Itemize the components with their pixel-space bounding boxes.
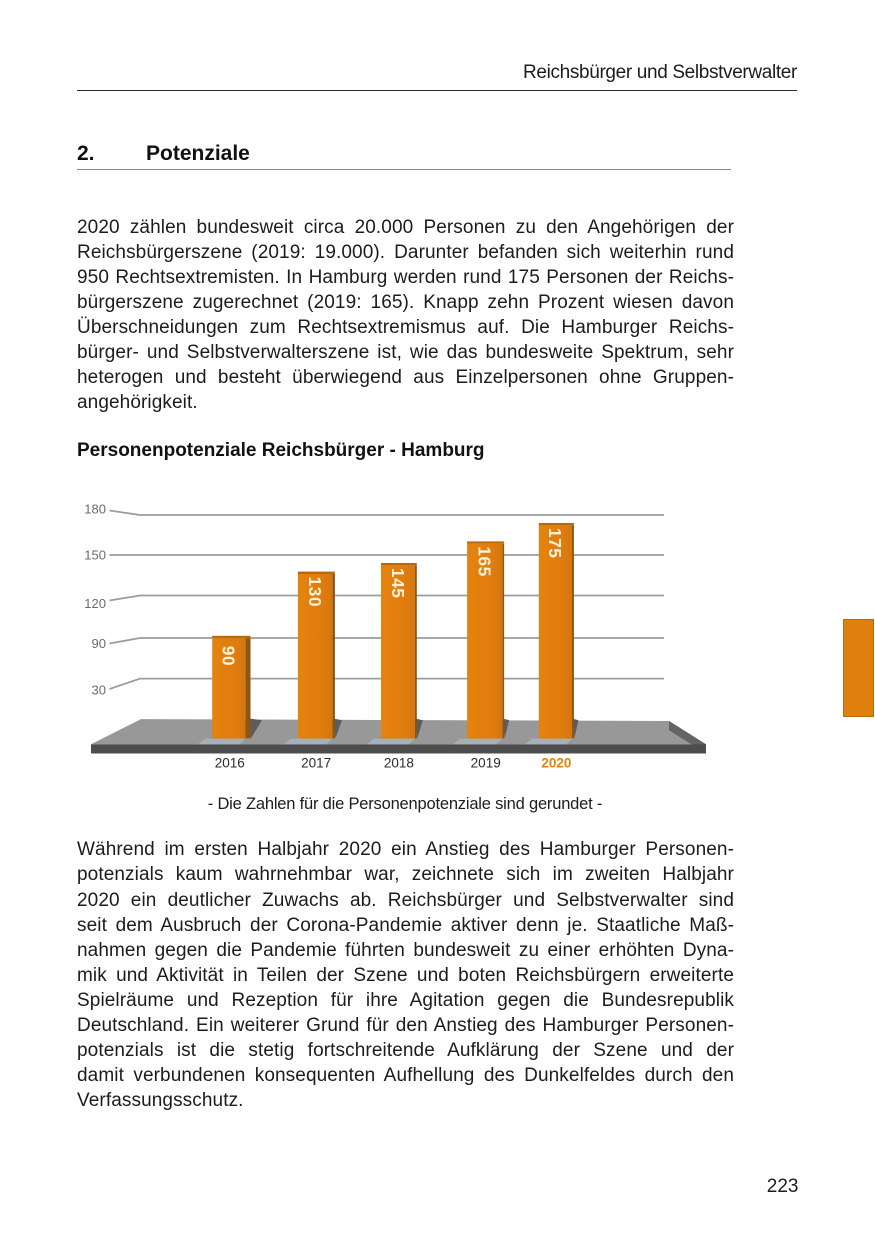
svg-text:90: 90 bbox=[219, 646, 239, 666]
svg-text:145: 145 bbox=[388, 568, 408, 599]
svg-text:150: 150 bbox=[84, 548, 106, 563]
svg-text:2018: 2018 bbox=[384, 756, 414, 771]
svg-text:120: 120 bbox=[84, 596, 106, 611]
svg-text:2017: 2017 bbox=[301, 756, 331, 771]
svg-text:165: 165 bbox=[475, 546, 495, 577]
svg-text:30: 30 bbox=[92, 683, 106, 698]
svg-text:2020: 2020 bbox=[541, 756, 571, 771]
svg-text:2016: 2016 bbox=[215, 756, 245, 771]
svg-text:180: 180 bbox=[84, 502, 106, 517]
svg-text:2019: 2019 bbox=[471, 756, 501, 771]
svg-text:130: 130 bbox=[305, 577, 325, 608]
svg-text:175: 175 bbox=[545, 528, 565, 559]
svg-text:90: 90 bbox=[92, 636, 106, 651]
